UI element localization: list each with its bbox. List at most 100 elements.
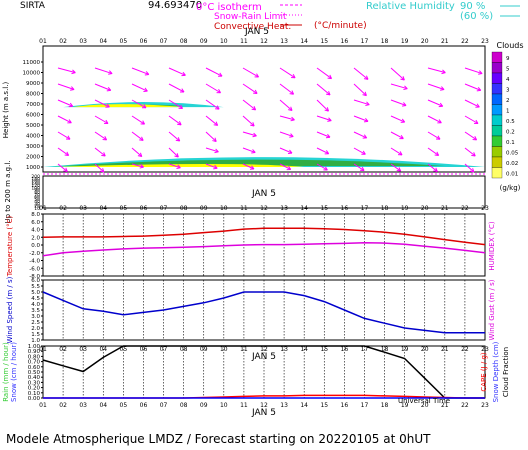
wind-arrow-head [178,104,184,109]
universal-time-label: Universal Time [398,397,450,405]
clouds-legend-swatch [491,167,503,179]
wind-arrow [57,131,71,140]
hour-tick-label: 21 [441,402,449,409]
wind-arrow [464,163,475,173]
hour-tick-label: 06 [140,205,148,212]
hour-tick-label: 22 [461,205,469,212]
wind-arrow [279,83,294,95]
wind-arrow [168,115,182,126]
wind-arrow-head [290,116,295,122]
wind-arrow-head [441,69,446,75]
cape-axis-label: CAPE (J / g) [480,352,488,392]
humidex-axis-label: HUMIDEX (°C) [488,221,496,270]
wind-arrow [390,83,408,90]
wind-arrow [131,131,144,141]
low-level-panel-frame [42,175,486,209]
temperature-tick-label: -6.0 [29,266,40,272]
wind-arrow [464,115,479,124]
wind-arrow-head [67,119,72,124]
clouds-legend-swatch [491,135,503,147]
wind-arrow [94,131,107,141]
wind-arrow-head [251,105,257,111]
wind-arrow [279,115,295,121]
wind-arrow-head [365,101,370,106]
date-label: JAN 5 [251,352,276,362]
wind-arrow-head [249,165,255,170]
temperature-tick-label: 8.0 [31,212,40,218]
wind-arrow-head [471,152,476,157]
wind-arrow [242,83,258,94]
wind-arrow [316,163,328,171]
precip-tick-label: 0.50 [28,370,41,376]
hour-tick-label: 22 [461,402,469,409]
wind-arrow-head [65,135,71,140]
wind-arrow [57,147,69,156]
clouds-legend-label: 0.2 [506,130,515,136]
low-height-tick-label: 30 [34,201,40,207]
wind-arrow-head [478,70,483,75]
precip-tick-label: 0.00 [28,396,41,402]
wind-arrow [316,147,329,155]
wind-arrow [242,131,257,137]
wind-arrow [242,147,256,153]
wind-arrow-head [399,134,404,140]
wind-arrow [279,147,293,154]
date-label: JAN 5 [251,189,276,199]
wind-tick-label: 6.0 [31,278,40,284]
wind-arrow [279,99,293,111]
clouds-legend-label: 0.01 [506,172,518,178]
hour-tick-label: 17 [361,205,369,212]
hour-tick-label: 02 [59,205,67,212]
snow-depth-axis-label: Snow Depth (cm) [492,341,500,402]
hour-tick-label: 11 [240,38,248,45]
wind-arrow [390,115,405,123]
legend-0c: 0°C isotherm [196,2,262,13]
wind-arrow [316,83,331,96]
clouds-legend-label: 9 [506,56,510,62]
hour-tick-label: 01 [39,402,47,409]
wind-arrow [94,163,105,173]
hour-tick-label: 12 [260,402,268,409]
wind-arrow-head [433,167,438,173]
clouds-legend-swatch [491,93,503,105]
height-tick-label: 9000 [26,81,40,87]
hour-tick-label: 15 [320,402,328,409]
wind-arrow [279,131,294,138]
wind-arrow-head [286,165,292,171]
wind-arrow [131,67,149,75]
hour-tick-label: 05 [120,38,128,45]
date-label-top: JAN 5 [244,27,269,37]
legend-rh: Relative Humidity [366,1,455,12]
wind-arrow-head [475,103,480,108]
height-tick-label: 1000 [26,165,40,171]
wind-arrow [57,115,72,124]
wind-arrow-head [362,134,368,139]
wind-arrow-head [250,122,255,127]
temperature-series-line [42,227,486,246]
height-tick-label: 8000 [26,92,40,98]
wind-tick-label: 1.0 [31,338,40,344]
wind-arrow [316,115,332,122]
hour-tick-label: 15 [320,205,328,212]
footer-text: Modele Atmospherique LMDZ / Forecast sta… [6,432,431,446]
precip-tick-label: 0.80 [28,354,41,360]
clouds-legend-swatch [491,146,503,158]
hour-tick-label: 20 [421,205,429,212]
hour-tick-label: 09 [200,402,208,409]
wind-arrow-head [396,167,402,172]
clouds-legend-swatch [491,62,503,74]
hour-tick-label: 06 [140,38,148,45]
wind-arrow-head [289,90,295,95]
hour-tick-label: 15 [320,38,328,45]
wind-arrow [464,67,483,75]
precip-series-line [42,345,485,399]
wind-arrow [205,83,221,94]
wind-arrow-head [143,87,148,92]
clouds-legend-title: Clouds [496,41,523,50]
height-tick-label: 11000 [23,60,41,66]
precip-tick-label: 0.10 [28,391,41,397]
precip-tick-label: 0.90 [28,349,41,355]
wind-axis-label: Wind Speed (m / s) [6,276,14,343]
height-axis-label: Height (m a.s.l.) [2,82,10,139]
height-tick-label: 5000 [26,123,40,129]
